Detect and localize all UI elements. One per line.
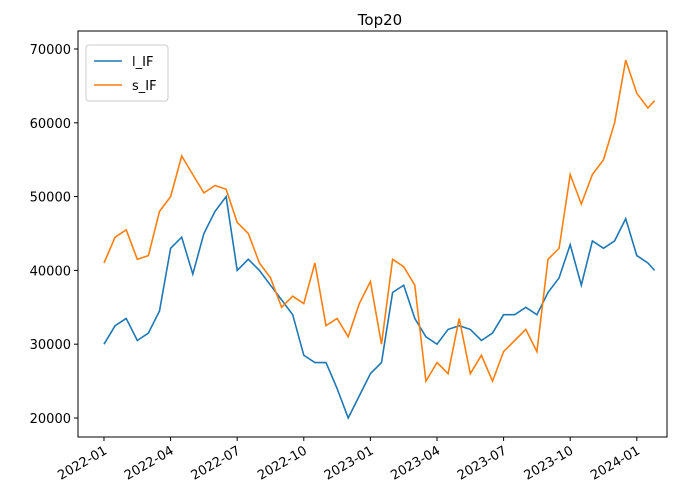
x-tick-label: 2022-07 bbox=[189, 443, 244, 483]
x-tick-label: 2023-04 bbox=[388, 443, 443, 483]
data-line bbox=[103, 194, 656, 420]
x-tick-label: 2022-01 bbox=[55, 443, 110, 483]
y-tick-label: 70000 bbox=[30, 43, 71, 58]
y-tick-label: 30000 bbox=[30, 338, 71, 353]
x-tick-label: 2023-01 bbox=[322, 443, 377, 483]
legend-label: l_IF bbox=[132, 55, 153, 70]
chart-title: Top20 bbox=[357, 11, 402, 29]
y-tick-label: 20000 bbox=[30, 412, 71, 427]
plot-frame bbox=[77, 30, 668, 438]
x-tick-label: 2023-07 bbox=[455, 443, 510, 483]
x-tick-label: 2022-10 bbox=[255, 443, 310, 483]
y-tick-label: 40000 bbox=[30, 264, 71, 279]
x-tick-label: 2022-04 bbox=[122, 443, 177, 483]
y-tick-label: 50000 bbox=[30, 191, 71, 206]
data-line bbox=[103, 59, 656, 384]
x-tick-label: 2023-10 bbox=[522, 443, 577, 483]
legend-label: s_IF bbox=[132, 79, 157, 94]
legend-box bbox=[85, 44, 169, 102]
x-tick-label: 2024-01 bbox=[588, 443, 643, 483]
y-tick-label: 60000 bbox=[30, 117, 71, 132]
